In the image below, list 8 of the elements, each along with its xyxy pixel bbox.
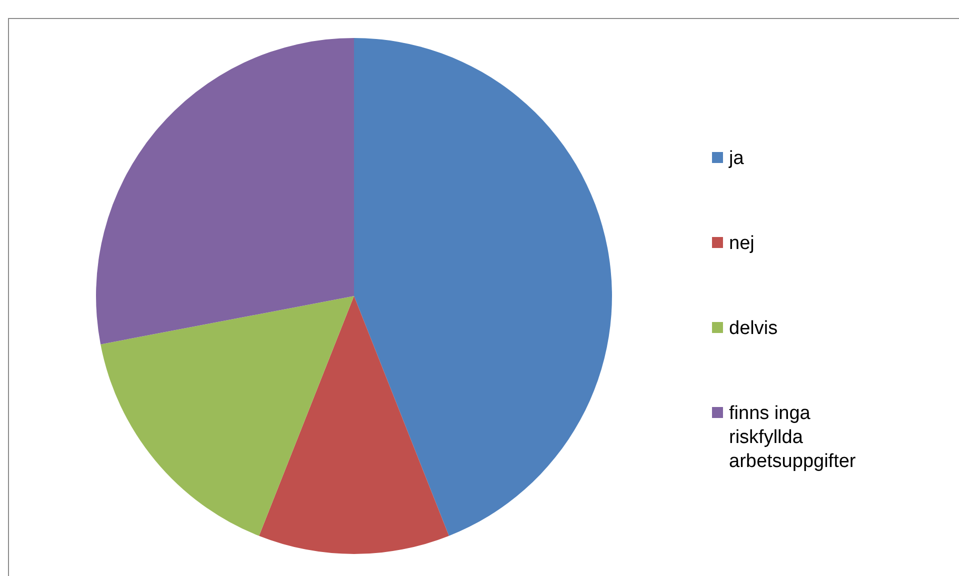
pie-slice xyxy=(354,38,612,536)
legend-label: ja xyxy=(728,148,744,169)
pie-slice xyxy=(96,38,354,344)
pie-slice xyxy=(100,296,354,536)
pie-slice xyxy=(259,296,449,554)
legend-label: nej xyxy=(729,233,754,254)
legend-label: delvis xyxy=(729,318,778,339)
legend-label: finns inga riskfyllda arbetsuppgifter xyxy=(729,403,856,472)
